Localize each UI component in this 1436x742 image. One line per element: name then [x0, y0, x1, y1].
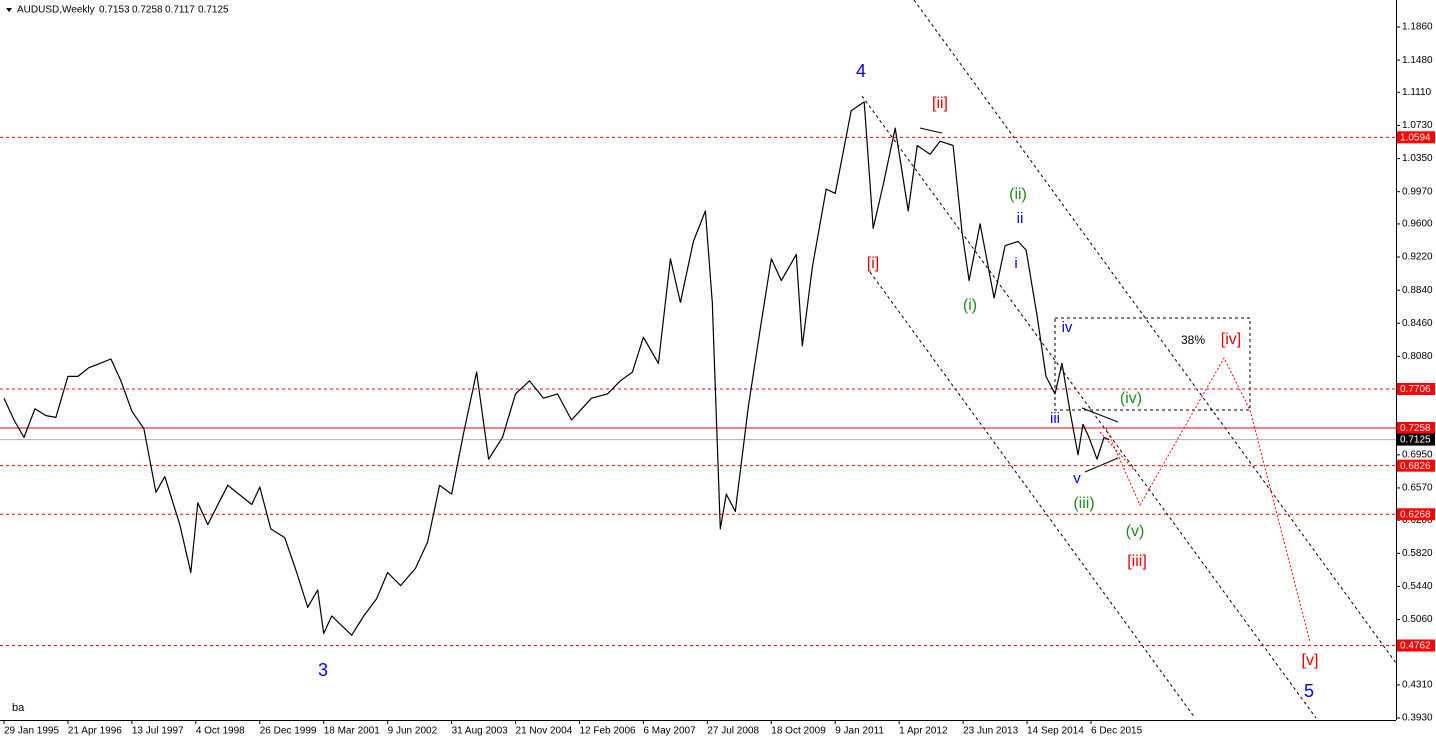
ohlc-open: 0.7153 — [99, 5, 130, 16]
bid-label: 0.7125 — [1400, 435, 1431, 446]
wave-label: iv — [1062, 319, 1073, 336]
level-label: 0.7706 — [1400, 384, 1431, 395]
x-tick-label: 18 Mar 2001 — [324, 726, 381, 737]
x-tick-label: 6 May 2007 — [643, 726, 696, 737]
x-tick-label: 29 Jan 1995 — [4, 726, 59, 737]
projection-path — [1105, 356, 1311, 643]
level-label: 0.6826 — [1400, 461, 1431, 472]
trend-line — [1084, 457, 1119, 473]
level-label-box — [1397, 639, 1435, 652]
y-tick-label: 1.0350 — [1402, 153, 1433, 164]
x-tick-label: 14 Sep 2014 — [1027, 726, 1084, 737]
ask-label: 0.7258 — [1400, 423, 1431, 434]
wave-label: ii — [1017, 210, 1024, 227]
y-tick-label: 0.3930 — [1402, 713, 1433, 724]
wave-label: [iii] — [1127, 553, 1147, 570]
x-tick-label: 31 Aug 2003 — [452, 726, 509, 737]
y-tick-label: 0.5440 — [1402, 581, 1433, 592]
price-line — [3, 101, 1110, 636]
level-label-box — [1397, 131, 1435, 144]
channel-line — [861, 95, 1317, 719]
x-tick-label: 1 Apr 2012 — [899, 726, 948, 737]
ohlc-high: 0.7258 — [132, 5, 163, 16]
wave-label: i — [1014, 255, 1017, 272]
y-tick-label: 0.6570 — [1402, 483, 1433, 494]
y-tick-label: 1.1860 — [1402, 22, 1433, 33]
y-tick-label: 0.9600 — [1402, 219, 1433, 230]
y-tick-label: 0.8460 — [1402, 318, 1433, 329]
x-tick-label: 23 Jun 2013 — [963, 726, 1018, 737]
target-box — [1054, 317, 1251, 411]
y-tick-label: 0.6950 — [1402, 449, 1433, 460]
level-label-box — [1397, 508, 1435, 521]
y-tick-label: 1.1110 — [1402, 87, 1432, 98]
y-tick-label: 0.6200 — [1402, 515, 1433, 526]
level-label-box — [1397, 459, 1435, 472]
level-label: 0.4762 — [1400, 641, 1431, 652]
level-label-box — [1397, 382, 1435, 395]
wave-label: 4 — [856, 61, 866, 81]
y-tick-label: 0.5060 — [1402, 614, 1433, 625]
wave-label: iii — [1050, 410, 1060, 427]
x-tick-label: 27 Jul 2008 — [707, 726, 759, 737]
y-tick-label: 0.8080 — [1402, 351, 1433, 362]
symbol: AUDUSD,Weekly — [17, 5, 95, 16]
x-tick-label: 13 Jul 1997 — [132, 726, 184, 737]
wave-label: [v] — [1302, 652, 1319, 669]
y-tick-label: 1.1480 — [1402, 55, 1433, 66]
y-tick-label: 0.4310 — [1402, 680, 1433, 691]
wave-label: [ii] — [932, 95, 948, 112]
wave-label: v — [1073, 470, 1081, 487]
channel-line — [913, 0, 1397, 664]
wave-label: 3 — [318, 660, 328, 680]
x-tick-label: 4 Oct 1998 — [196, 726, 245, 737]
wave-label: 5 — [1304, 681, 1314, 701]
y-tick-label: 1.0730 — [1402, 120, 1433, 131]
x-tick-label: 18 Oct 2009 — [771, 726, 826, 737]
wave-label: ba — [12, 702, 25, 714]
y-tick-label: 0.8840 — [1402, 285, 1433, 296]
x-tick-label: 12 Feb 2006 — [579, 726, 636, 737]
trend-line — [919, 127, 943, 134]
wave-label: (iii) — [1073, 495, 1094, 512]
channel-line — [869, 271, 1196, 719]
x-tick-label: 21 Nov 2004 — [516, 726, 573, 737]
x-tick-label: 21 Apr 1996 — [68, 726, 122, 737]
y-tick-label: 0.9970 — [1402, 186, 1433, 197]
ask-label-box — [1397, 422, 1435, 435]
wave-label: (iv) — [1120, 390, 1142, 407]
trend-line — [1081, 407, 1119, 423]
y-tick-label: 0.5820 — [1402, 548, 1433, 559]
level-label: 0.6268 — [1400, 509, 1431, 520]
header-arrow — [6, 8, 12, 12]
x-tick-label: 9 Jun 2002 — [388, 726, 438, 737]
x-tick-label: 6 Dec 2015 — [1091, 726, 1143, 737]
level-label: 1.0594 — [1400, 132, 1431, 143]
bid-label-box — [1397, 433, 1435, 446]
wave-label: 38% — [1181, 333, 1205, 347]
wave-label: [i] — [867, 255, 879, 272]
ohlc-low: 0.7117 — [165, 5, 195, 16]
x-tick-label: 9 Jan 2011 — [835, 726, 884, 737]
x-tick-label: 26 Dec 1999 — [260, 726, 317, 737]
wave-label: (i) — [963, 297, 977, 314]
wave-label: (ii) — [1009, 186, 1027, 203]
ohlc-close: 0.7125 — [198, 5, 229, 16]
y-tick-label: 0.9220 — [1402, 252, 1433, 263]
wave-label: [iv] — [1221, 331, 1241, 348]
wave-label: (v) — [1126, 523, 1145, 540]
